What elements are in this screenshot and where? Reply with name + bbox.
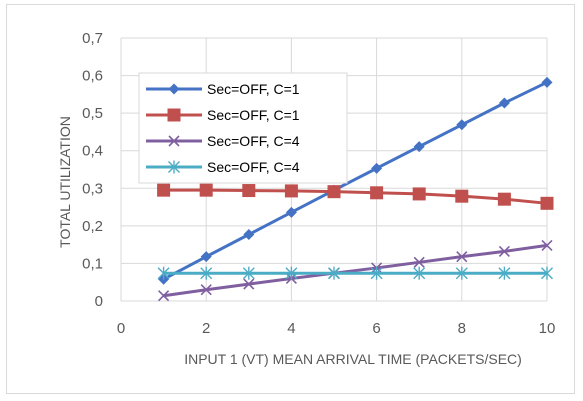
data-point-asterisk: [370, 266, 383, 280]
data-point-x-stroke: [456, 251, 468, 263]
data-point-x: [413, 256, 425, 268]
x-tick-label: 2: [202, 320, 210, 337]
data-point-diamond: [413, 141, 425, 153]
data-point-x: [158, 290, 170, 302]
data-point-diamond: [243, 228, 255, 240]
data-point-square: [242, 184, 256, 198]
data-point-asterisk: [157, 266, 170, 280]
data-point-x-stroke: [158, 290, 170, 302]
data-point-square: [497, 192, 511, 206]
data-point-asterisk: [328, 266, 340, 280]
data-point-x-stroke: [413, 256, 425, 268]
legend-label: Sec=OFF, C=4: [207, 133, 300, 149]
series-line: [162, 80, 548, 281]
chart-frame: [6, 4, 575, 394]
data-point-asterisk: [200, 266, 213, 280]
data-point-x: [541, 239, 553, 251]
x-tick-label: 8: [458, 320, 466, 337]
series-2: [157, 183, 554, 210]
data-point-asterisk: [455, 266, 468, 280]
data-point-square: [327, 185, 341, 199]
data-point-diamond: [371, 162, 383, 174]
data-point-x: [498, 245, 510, 257]
data-point-square: [455, 189, 469, 203]
data-point-x: [456, 251, 468, 263]
x-axis-title: INPUT 1 (VT) MEAN ARRIVAL TIME (PACKETS/…: [184, 351, 522, 367]
series-line: [163, 188, 548, 205]
legend-entry: Sec=OFF, C=4: [146, 159, 300, 175]
data-point-asterisk: [413, 266, 426, 280]
data-point-square: [370, 186, 384, 200]
data-point-asterisk: [168, 160, 180, 174]
legend-entry: Sec=OFF, C=1: [146, 81, 300, 97]
y-tick-label: 0: [95, 293, 103, 310]
y-tick-label: 0,3: [82, 180, 103, 197]
data-point-x: [168, 135, 180, 147]
data-point-diamond: [541, 76, 553, 88]
series-line: [163, 243, 548, 298]
data-point-square: [284, 184, 298, 198]
data-point-x-stroke: [541, 239, 553, 251]
data-point-square: [412, 187, 426, 201]
data-point-x: [200, 284, 212, 296]
y-axis-title: TOTAL UTILIZATION: [57, 116, 73, 248]
x-tick-label: 10: [539, 320, 556, 337]
x-tick-label: 0: [117, 320, 125, 337]
data-point-diamond: [285, 206, 297, 218]
data-point-diamond: [200, 251, 212, 263]
legend-entry: Sec=OFF, C=4: [146, 133, 300, 149]
data-point-asterisk: [498, 266, 511, 280]
series-lines: [157, 76, 554, 302]
series-3: [158, 239, 553, 302]
y-tick-label: 0,1: [82, 255, 103, 272]
data-point-asterisk: [285, 266, 298, 280]
data-point-square: [157, 183, 171, 197]
data-point-x: [243, 278, 255, 290]
legend: Sec=OFF, C=1 Sec=OFF, C=1 Sec=OFF, C=4 Sec=…: [138, 72, 348, 184]
data-point-diamond: [498, 97, 510, 109]
y-tick-label: 0,5: [82, 105, 103, 122]
y-tick-label: 0,7: [82, 30, 103, 47]
x-tick-label: 4: [287, 320, 295, 337]
data-point-asterisk: [242, 266, 255, 280]
y-tick-label: 0,6: [82, 68, 103, 85]
data-point-square: [167, 108, 181, 122]
legend-label: Sec=OFF, C=1: [207, 107, 300, 123]
legend-label: Sec=OFF, C=1: [207, 81, 300, 97]
x-tick-labels: 0 2 4 6 8 10: [117, 320, 556, 337]
legend-entry: Sec=OFF, C=1: [146, 107, 300, 123]
data-point-diamond: [168, 83, 180, 95]
data-point-diamond: [456, 119, 468, 131]
data-point-x-stroke: [498, 245, 510, 257]
data-point-square: [199, 183, 213, 197]
data-point-x-stroke: [243, 278, 255, 290]
y-tick-label: 0,2: [82, 218, 103, 235]
data-point-asterisk: [541, 266, 553, 280]
legend-label: Sec=OFF, C=4: [207, 159, 300, 175]
y-tick-label: 0,4: [82, 143, 103, 160]
y-tick-labels: 0 0,1 0,2 0,3 0,4 0,5 0,6 0,7: [82, 30, 103, 310]
data-point-x-stroke: [200, 284, 212, 296]
data-point-x-stroke: [168, 135, 180, 147]
series-4: [157, 266, 553, 280]
x-tick-label: 6: [372, 320, 380, 337]
data-point-square: [540, 196, 554, 210]
